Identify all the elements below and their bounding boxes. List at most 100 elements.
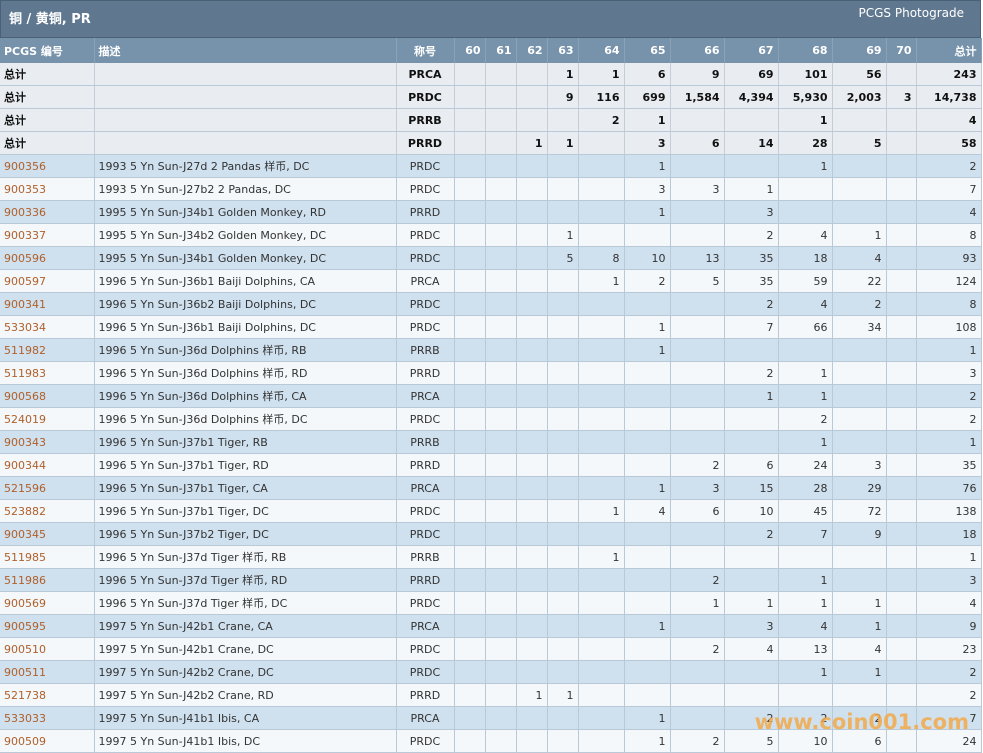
designation: PRRB: [396, 338, 455, 362]
grade-count: [886, 499, 917, 523]
column-header[interactable]: 62: [516, 38, 548, 63]
column-header[interactable]: 总计: [916, 38, 982, 63]
designation: PRRB: [396, 430, 455, 454]
pcgs-number-link[interactable]: 511986: [0, 568, 95, 592]
pcgs-number-link[interactable]: 511983: [0, 361, 95, 385]
grade-count: [454, 384, 486, 408]
grade-count: [454, 430, 486, 454]
grade-count: [578, 154, 625, 178]
column-header[interactable]: PCGS 编号: [0, 38, 95, 63]
pcgs-number-link[interactable]: 511982: [0, 338, 95, 362]
pcgs-number-link[interactable]: 533033: [0, 706, 95, 730]
grade-count: [724, 338, 779, 362]
grade-count: [485, 683, 517, 707]
column-header[interactable]: 67: [724, 38, 779, 63]
table-header-row: PCGS 编号 描述 称号 60 61 62 63 64 65 66 67 68 69 70 总计: [0, 38, 982, 63]
grade-count: [886, 108, 917, 132]
grade-count: [578, 614, 625, 638]
grade-count: [454, 660, 486, 684]
designation: PRDC: [396, 729, 455, 753]
grade-count: 2: [724, 522, 779, 546]
grade-count: [886, 63, 917, 86]
grade-count: [886, 591, 917, 615]
title-bar: 铜 / 黄铜, PR PCGS Photograde: [0, 0, 981, 38]
column-header[interactable]: 描述: [94, 38, 397, 63]
designation: PRDC: [396, 223, 455, 247]
grade-count: [485, 614, 517, 638]
row-total: 93: [916, 246, 982, 270]
pcgs-number-link[interactable]: 524019: [0, 407, 95, 431]
pcgs-number-link[interactable]: 900356: [0, 154, 95, 178]
pcgs-number-link[interactable]: 900595: [0, 614, 95, 638]
pcgs-number-link[interactable]: 900568: [0, 384, 95, 408]
row-total: 3: [916, 361, 982, 385]
grade-count: [670, 407, 725, 431]
grade-count: 28: [778, 476, 833, 500]
column-header[interactable]: 63: [547, 38, 579, 63]
row-total: 2: [916, 660, 982, 684]
grade-count: 4: [832, 637, 887, 661]
grade-count: 1: [624, 729, 671, 753]
grade-count: [454, 729, 486, 753]
designation: PRRD: [396, 568, 455, 592]
grade-count: [516, 453, 548, 477]
grade-count: [624, 453, 671, 477]
row-total: 58: [916, 131, 982, 155]
grade-count: [547, 384, 579, 408]
grade-count: [670, 292, 725, 316]
grade-count: [454, 683, 486, 707]
pcgs-number-link[interactable]: 900596: [0, 246, 95, 270]
pcgs-number-link[interactable]: 900337: [0, 223, 95, 247]
column-header[interactable]: 66: [670, 38, 725, 63]
designation: PRRD: [396, 683, 455, 707]
column-header[interactable]: 60: [454, 38, 486, 63]
column-header[interactable]: 61: [485, 38, 517, 63]
row-total: 8: [916, 223, 982, 247]
column-header[interactable]: 70: [886, 38, 917, 63]
grade-count: [516, 200, 548, 224]
grade-count: 5: [832, 131, 887, 155]
grade-count: [886, 729, 917, 753]
photograde-link[interactable]: PCGS Photograde: [858, 6, 964, 20]
grade-count: 1: [778, 361, 833, 385]
pcgs-number-link[interactable]: 900344: [0, 453, 95, 477]
pcgs-number-link[interactable]: 900343: [0, 430, 95, 454]
pcgs-number-link[interactable]: 900336: [0, 200, 95, 224]
grade-count: [670, 223, 725, 247]
pcgs-number-link[interactable]: 523882: [0, 499, 95, 523]
column-header[interactable]: 68: [778, 38, 833, 63]
total-description: [94, 108, 397, 132]
pcgs-number-link[interactable]: 511985: [0, 545, 95, 569]
pcgs-number-link[interactable]: 900341: [0, 292, 95, 316]
column-header[interactable]: 65: [624, 38, 671, 63]
grade-count: 72: [832, 499, 887, 523]
column-header[interactable]: 69: [832, 38, 887, 63]
total-label: 总计: [0, 131, 95, 155]
pcgs-number-link[interactable]: 533034: [0, 315, 95, 339]
pcgs-number-link[interactable]: 900511: [0, 660, 95, 684]
pcgs-number-link[interactable]: 900510: [0, 637, 95, 661]
total-description: [94, 85, 397, 109]
pcgs-number-link[interactable]: 521738: [0, 683, 95, 707]
grade-count: [485, 591, 517, 615]
grade-count: [724, 568, 779, 592]
grade-count: 6: [670, 499, 725, 523]
grade-count: 3: [670, 177, 725, 201]
grade-count: [516, 63, 548, 86]
pcgs-number-link[interactable]: 521596: [0, 476, 95, 500]
pcgs-number-link[interactable]: 900569: [0, 591, 95, 615]
grade-count: 4: [624, 499, 671, 523]
grade-count: [485, 246, 517, 270]
designation: PRCA: [396, 269, 455, 293]
pcgs-number-link[interactable]: 900597: [0, 269, 95, 293]
designation: PRCA: [396, 63, 455, 86]
grade-count: [454, 154, 486, 178]
column-header[interactable]: 称号: [396, 38, 455, 63]
grade-count: 3: [624, 131, 671, 155]
column-header[interactable]: 64: [578, 38, 625, 63]
pcgs-number-link[interactable]: 900509: [0, 729, 95, 753]
pcgs-number-link[interactable]: 900345: [0, 522, 95, 546]
pcgs-number-link[interactable]: 900353: [0, 177, 95, 201]
grade-count: [832, 545, 887, 569]
grade-count: [547, 154, 579, 178]
